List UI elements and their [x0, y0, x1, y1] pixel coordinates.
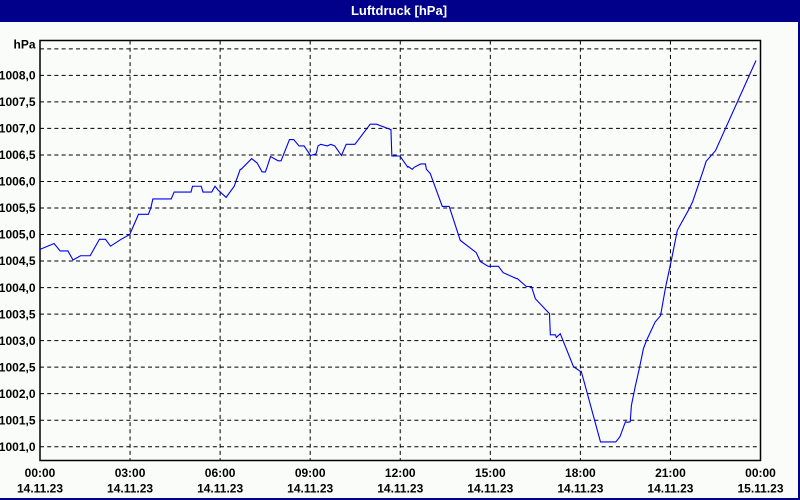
- svg-text:hPa: hPa: [13, 37, 35, 51]
- svg-text:06:00: 06:00: [205, 466, 236, 480]
- svg-text:1001,5: 1001,5: [0, 413, 36, 427]
- svg-text:14.11.23: 14.11.23: [287, 481, 333, 495]
- svg-text:1003,0: 1003,0: [0, 333, 36, 347]
- svg-text:14.11.23: 14.11.23: [17, 481, 63, 495]
- svg-text:1006,5: 1006,5: [0, 148, 36, 162]
- svg-text:15:00: 15:00: [475, 466, 506, 480]
- svg-text:14.11.23: 14.11.23: [467, 481, 513, 495]
- svg-text:1001,0: 1001,0: [0, 439, 36, 453]
- svg-text:1005,5: 1005,5: [0, 201, 36, 215]
- svg-text:12:00: 12:00: [385, 466, 416, 480]
- svg-text:00:00: 00:00: [25, 466, 56, 480]
- svg-text:18:00: 18:00: [565, 466, 596, 480]
- svg-text:14.11.23: 14.11.23: [377, 481, 423, 495]
- svg-text:21:00: 21:00: [655, 466, 686, 480]
- svg-text:1004,5: 1004,5: [0, 254, 36, 268]
- svg-text:1002,5: 1002,5: [0, 360, 36, 374]
- svg-text:14.11.23: 14.11.23: [557, 481, 603, 495]
- svg-text:1004,0: 1004,0: [0, 280, 36, 294]
- svg-text:1008,0: 1008,0: [0, 68, 36, 82]
- svg-text:1002,0: 1002,0: [0, 386, 36, 400]
- svg-text:1003,5: 1003,5: [0, 307, 36, 321]
- svg-text:09:00: 09:00: [295, 466, 326, 480]
- svg-text:15.11.23: 15.11.23: [737, 481, 783, 495]
- svg-text:03:00: 03:00: [115, 466, 146, 480]
- svg-text:14.11.23: 14.11.23: [647, 481, 693, 495]
- svg-text:00:00: 00:00: [745, 466, 776, 480]
- svg-text:1007,5: 1007,5: [0, 95, 36, 109]
- svg-text:1006,0: 1006,0: [0, 174, 36, 188]
- svg-text:1007,0: 1007,0: [0, 121, 36, 135]
- svg-text:14.11.23: 14.11.23: [197, 481, 243, 495]
- svg-text:14.11.23: 14.11.23: [107, 481, 153, 495]
- svg-text:1005,0: 1005,0: [0, 227, 36, 241]
